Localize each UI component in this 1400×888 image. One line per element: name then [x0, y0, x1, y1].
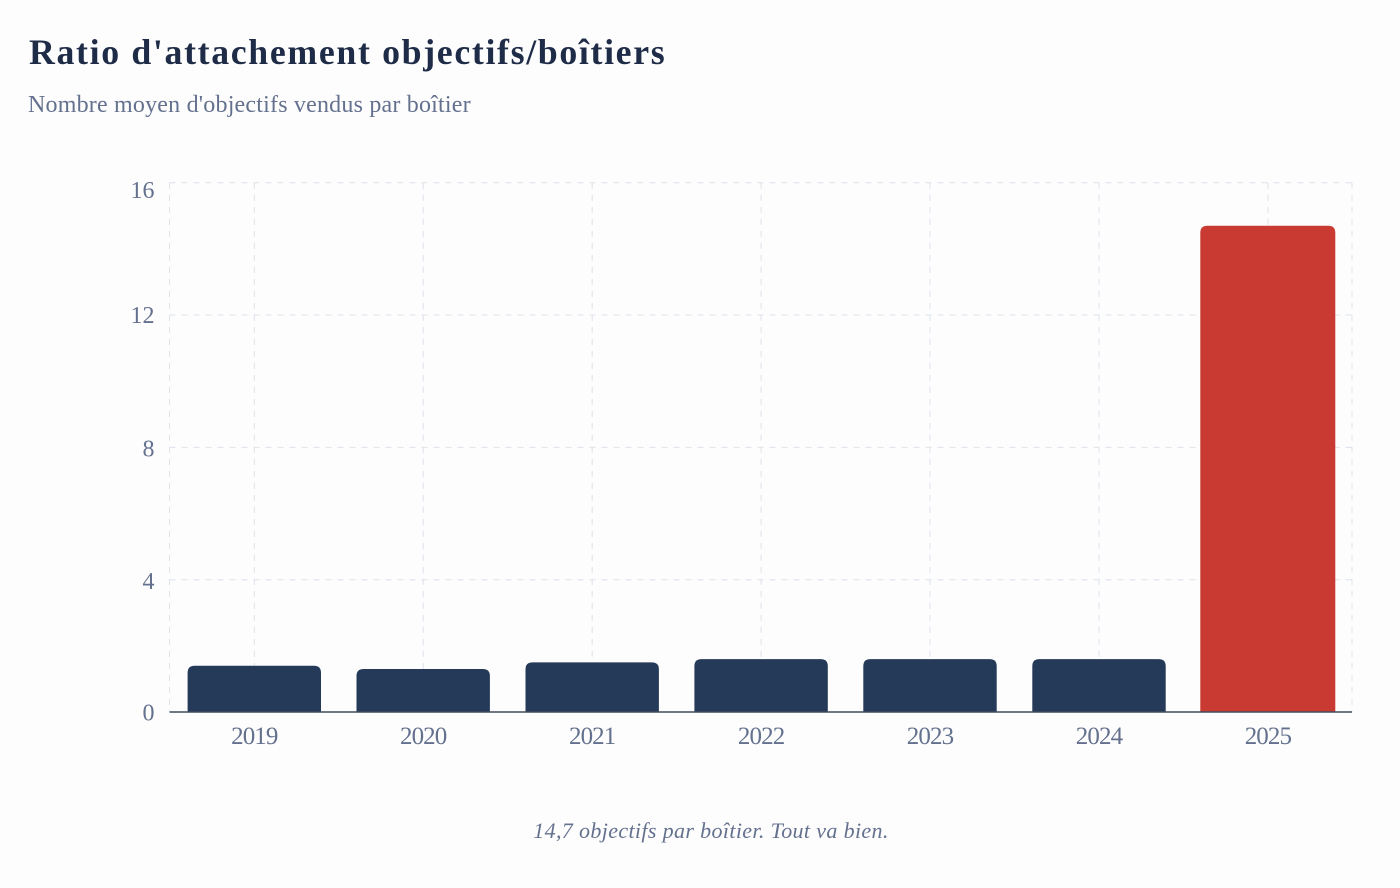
svg-text:0: 0	[143, 701, 155, 727]
svg-text:2021: 2021	[569, 723, 615, 750]
svg-text:8: 8	[143, 437, 155, 463]
svg-text:4: 4	[143, 569, 155, 595]
svg-text:2022: 2022	[738, 723, 785, 750]
svg-text:12: 12	[131, 303, 155, 329]
svg-text:2024: 2024	[1076, 723, 1124, 750]
svg-text:16: 16	[131, 178, 155, 204]
svg-text:2025: 2025	[1245, 723, 1292, 750]
svg-text:2023: 2023	[907, 723, 954, 750]
svg-text:2019: 2019	[231, 723, 278, 750]
svg-text:2020: 2020	[400, 723, 447, 750]
